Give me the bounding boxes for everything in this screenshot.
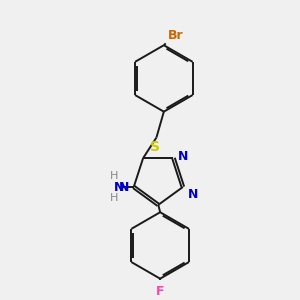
Text: F: F bbox=[156, 285, 164, 298]
Text: Br: Br bbox=[167, 28, 183, 41]
Text: H: H bbox=[110, 170, 118, 181]
Text: N: N bbox=[178, 150, 188, 163]
Text: N: N bbox=[114, 181, 124, 194]
Text: N: N bbox=[188, 188, 198, 201]
Text: H: H bbox=[110, 194, 118, 203]
Text: S: S bbox=[150, 140, 160, 154]
Text: N: N bbox=[119, 181, 129, 194]
